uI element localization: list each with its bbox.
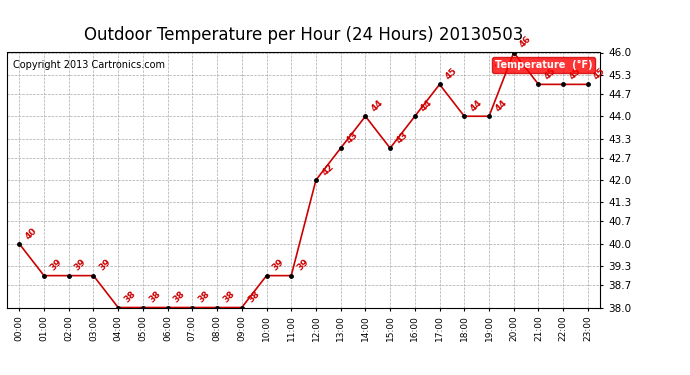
Text: 43: 43 <box>345 130 360 146</box>
Text: 42: 42 <box>320 162 335 177</box>
Text: 39: 39 <box>295 258 310 273</box>
Text: 38: 38 <box>122 290 137 305</box>
Text: 39: 39 <box>73 258 88 273</box>
Text: Outdoor Temperature per Hour (24 Hours) 20130503: Outdoor Temperature per Hour (24 Hours) … <box>84 26 523 44</box>
Text: 46: 46 <box>518 34 533 50</box>
Text: 45: 45 <box>567 66 582 82</box>
Text: 39: 39 <box>97 258 113 273</box>
Text: 38: 38 <box>246 290 261 305</box>
Text: 44: 44 <box>419 98 435 114</box>
Text: 38: 38 <box>221 290 237 305</box>
Text: 44: 44 <box>469 98 484 114</box>
Text: 38: 38 <box>172 290 187 305</box>
Text: 38: 38 <box>147 290 162 305</box>
Text: 44: 44 <box>493 98 509 114</box>
Text: 40: 40 <box>23 226 39 241</box>
Text: Copyright 2013 Cartronics.com: Copyright 2013 Cartronics.com <box>13 60 165 70</box>
Legend: Temperature  (°F): Temperature (°F) <box>492 57 595 73</box>
Text: 38: 38 <box>197 290 212 305</box>
Text: 39: 39 <box>48 258 63 273</box>
Text: 44: 44 <box>370 98 385 114</box>
Text: 43: 43 <box>394 130 410 146</box>
Text: 45: 45 <box>444 66 459 82</box>
Text: 45: 45 <box>542 66 558 82</box>
Text: 45: 45 <box>592 66 607 82</box>
Text: 39: 39 <box>270 258 286 273</box>
